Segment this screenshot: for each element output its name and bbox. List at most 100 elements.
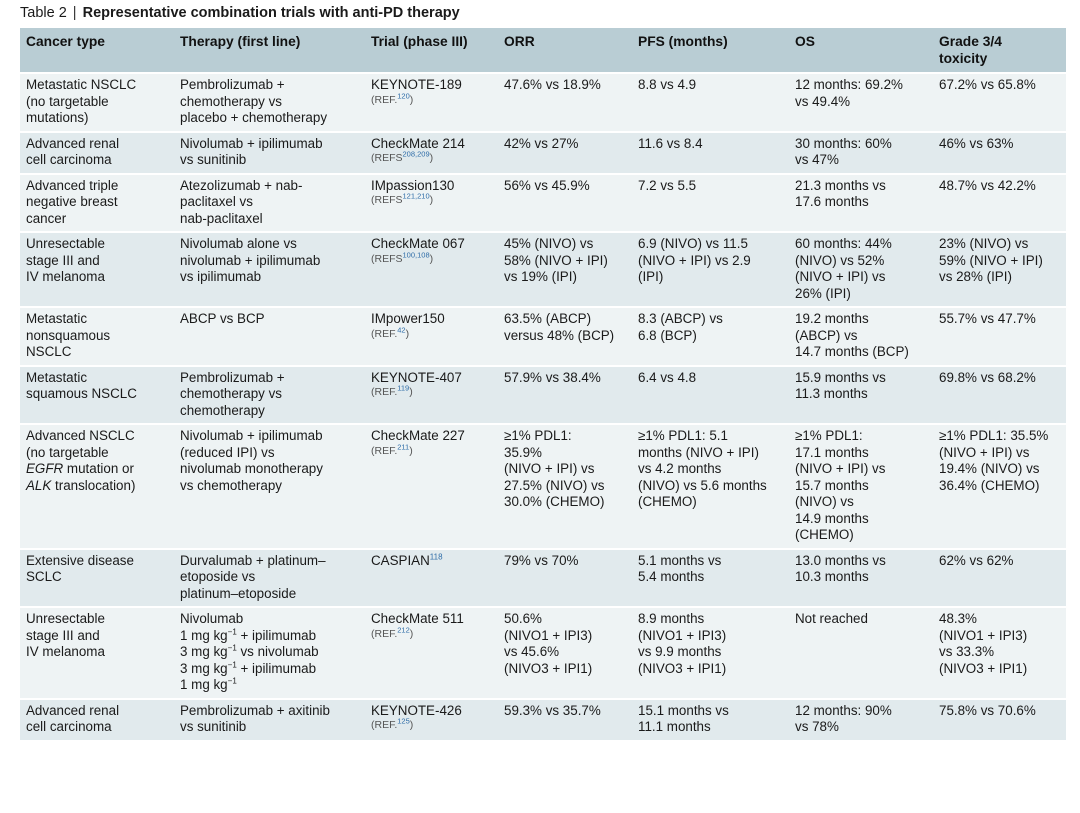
cell-therapy: Pembrolizumab + chemotherapy vs placebo + … [174,72,365,132]
cell-toxicity: 62% vs 62% [933,547,1066,607]
trial-reference: (REFS100,108) [371,250,434,265]
cell-cancer-type: Extensive disease SCLC [20,547,174,607]
cell-toxicity: 69.8% vs 68.2% [933,364,1066,424]
cell-pfs: ≥1% PDL1: 5.1 months (NIVO + IPI) vs 4.2 m… [632,423,789,549]
cell-therapy: Nivolumab + ipilimumab (reduced IPI) vs ni… [174,423,365,549]
cell-therapy: Durvalumab + platinum– etoposide vs platin… [174,547,365,607]
cell-pfs: 5.1 months vs 5.4 months [632,547,789,607]
trial-name: IMpassion130 [371,177,455,193]
table-row: Extensive disease SCLC Durvalumab + plati… [20,547,1066,607]
caption-separator: | [72,5,77,21]
table-row: Unresectable stage III and IV melanoma Niv… [20,606,1066,699]
cell-therapy: Nivolumab 1 mg kg−1 + ipilimumab 3 mg kg… [174,606,365,699]
cell-os: 60 months: 44% (NIVO) vs 52% (NIVO + IPI) … [789,231,933,307]
cell-cancer-type: Metastatic NSCLC (no targetable mutations) [20,72,174,132]
cell-orr: 57.9% vs 38.4% [498,364,632,424]
trial-name: CASPIAN118 [371,552,443,568]
cell-pfs: 11.6 vs 8.4 [632,130,789,174]
cell-cancer-type: Advanced renal cell carcinoma [20,130,174,174]
cell-toxicity: 55.7% vs 47.7% [933,306,1066,366]
cell-toxicity: 67.2% vs 65.8% [933,72,1066,132]
cell-os: Not reached [789,606,933,699]
cell-cancer-type: Advanced triple negative breast cancer [20,172,174,232]
header-therapy: Therapy (first line) [174,28,365,73]
trial-reference: (REFS208,209) [371,149,434,164]
cell-os: 13.0 months vs 10.3 months [789,547,933,607]
cell-cancer-type: Metastatic squamous NSCLC [20,364,174,424]
table-row: Unresectable stage III and IV melanoma Niv… [20,231,1066,307]
trial-reference: (REFS121,210) [371,191,434,206]
table-title: Representative combination trials with a… [82,5,460,21]
cell-therapy: Pembrolizumab + axitinib vs sunitinib [174,697,365,740]
table-header: Cancer type Therapy (first line) Trial (… [20,28,1066,73]
trial-name: CheckMate 214 [371,135,465,151]
cell-orr: 56% vs 45.9% [498,172,632,232]
cell-trial: IMpower150 (REF.42) [365,306,498,366]
trial-name: KEYNOTE-189 [371,77,462,92]
cell-orr: ≥1% PDL1: 35.9% (NIVO + IPI) vs 27.5% (NIVO… [498,423,632,549]
combination-trials-table: Cancer type Therapy (first line) Trial (… [20,28,1066,740]
cell-orr: 47.6% vs 18.9% [498,72,632,132]
cell-trial: CASPIAN118 [365,547,498,607]
trial-reference: (REF.211) [371,442,413,457]
header-row: Cancer type Therapy (first line) Trial (… [20,28,1066,73]
cell-trial: CheckMate 227 (REF.211) [365,423,498,549]
table-body: Metastatic NSCLC (no targetable mutations)… [20,72,1066,740]
cell-trial: KEYNOTE-407 (REF.119) [365,364,498,424]
cell-os: 12 months: 90% vs 78% [789,697,933,740]
cell-therapy: Pembrolizumab + chemotherapy vs chemothera… [174,364,365,424]
cell-orr: 59.3% vs 35.7% [498,697,632,740]
cell-toxicity: ≥1% PDL1: 35.5% (NIVO + IPI) vs 19.4% (NIV… [933,423,1066,549]
cell-trial: KEYNOTE-189 (REF.120) [365,72,498,132]
cell-pfs: 6.4 vs 4.8 [632,364,789,424]
cell-cancer-type: Advanced NSCLC (no targetable EGFR mutat… [20,423,174,549]
cell-toxicity: 75.8% vs 70.6% [933,697,1066,740]
trial-name: CheckMate 067 [371,236,465,251]
table-row: Advanced NSCLC (no targetable EGFR mutat… [20,423,1066,549]
trial-name: KEYNOTE-407 [371,369,462,385]
cell-cancer-type: Advanced renal cell carcinoma [20,697,174,740]
cell-pfs: 6.9 (NIVO) vs 11.5 (NIVO + IPI) vs 2.9 (IP… [632,231,789,307]
trial-name: CheckMate 227 [371,428,465,443]
trial-name: CheckMate 511 [371,611,464,626]
cell-orr: 42% vs 27% [498,130,632,174]
trial-name: IMpower150 [371,311,445,326]
cell-trial: KEYNOTE-426 (REF.125) [365,697,498,740]
cell-cancer-type: Metastatic nonsquamous NSCLC [20,306,174,366]
cell-therapy: Atezolizumab + nab-paclitaxel vs nab-pacl… [174,172,365,232]
header-os: OS [789,28,933,73]
header-trial: Trial (phase III) [365,28,498,73]
cell-os: 21.3 months vs 17.6 months [789,172,933,232]
cell-pfs: 7.2 vs 5.5 [632,172,789,232]
table-row: Advanced renal cell carcinoma Nivolumab +… [20,130,1066,174]
table-row: Advanced triple negative breast cancer Ate… [20,172,1066,232]
trial-name: KEYNOTE-426 [371,702,462,718]
trial-reference: (REF.42) [371,325,410,340]
table-row: Metastatic squamous NSCLC Pembrolizumab +… [20,364,1066,424]
header-toxicity: Grade 3/4 toxicity [933,28,1066,73]
cell-trial: CheckMate 214 (REFS208,209) [365,130,498,174]
cell-orr: 45% (NIVO) vs 58% (NIVO + IPI) vs 19% (IPI… [498,231,632,307]
cell-trial: IMpassion130 (REFS121,210) [365,172,498,232]
cell-trial: CheckMate 511 (REF.212) [365,606,498,699]
cell-orr: 50.6% (NIVO1 + IPI3) vs 45.6% (NIVO3 + IPI1… [498,606,632,699]
header-orr: ORR [498,28,632,73]
cell-pfs: 8.9 months (NIVO1 + IPI3) vs 9.9 months (NI… [632,606,789,699]
cell-therapy: ABCP vs BCP [174,306,365,366]
header-pfs: PFS (months) [632,28,789,73]
header-cancer-type: Cancer type [20,28,174,73]
cell-toxicity: 46% vs 63% [933,130,1066,174]
cell-trial: CheckMate 067 (REFS100,108) [365,231,498,307]
cell-orr: 79% vs 70% [498,547,632,607]
cell-os: 12 months: 69.2% vs 49.4% [789,72,933,132]
cell-toxicity: 23% (NIVO) vs 59% (NIVO + IPI) vs 28% (IPI… [933,231,1066,307]
table-label: Table 2 [20,5,67,21]
cell-os: 15.9 months vs 11.3 months [789,364,933,424]
trial-reference: (REF.120) [371,91,414,106]
table-caption: Table 2 | Representative combination tri… [20,4,460,22]
trial-reference: (REF.125) [371,716,414,731]
cell-os: ≥1% PDL1: 17.1 months (NIVO + IPI) vs 15.7 … [789,423,933,549]
cell-orr: 63.5% (ABCP) versus 48% (BCP) [498,306,632,366]
cell-os: 19.2 months (ABCP) vs 14.7 months (BCP) [789,306,933,366]
